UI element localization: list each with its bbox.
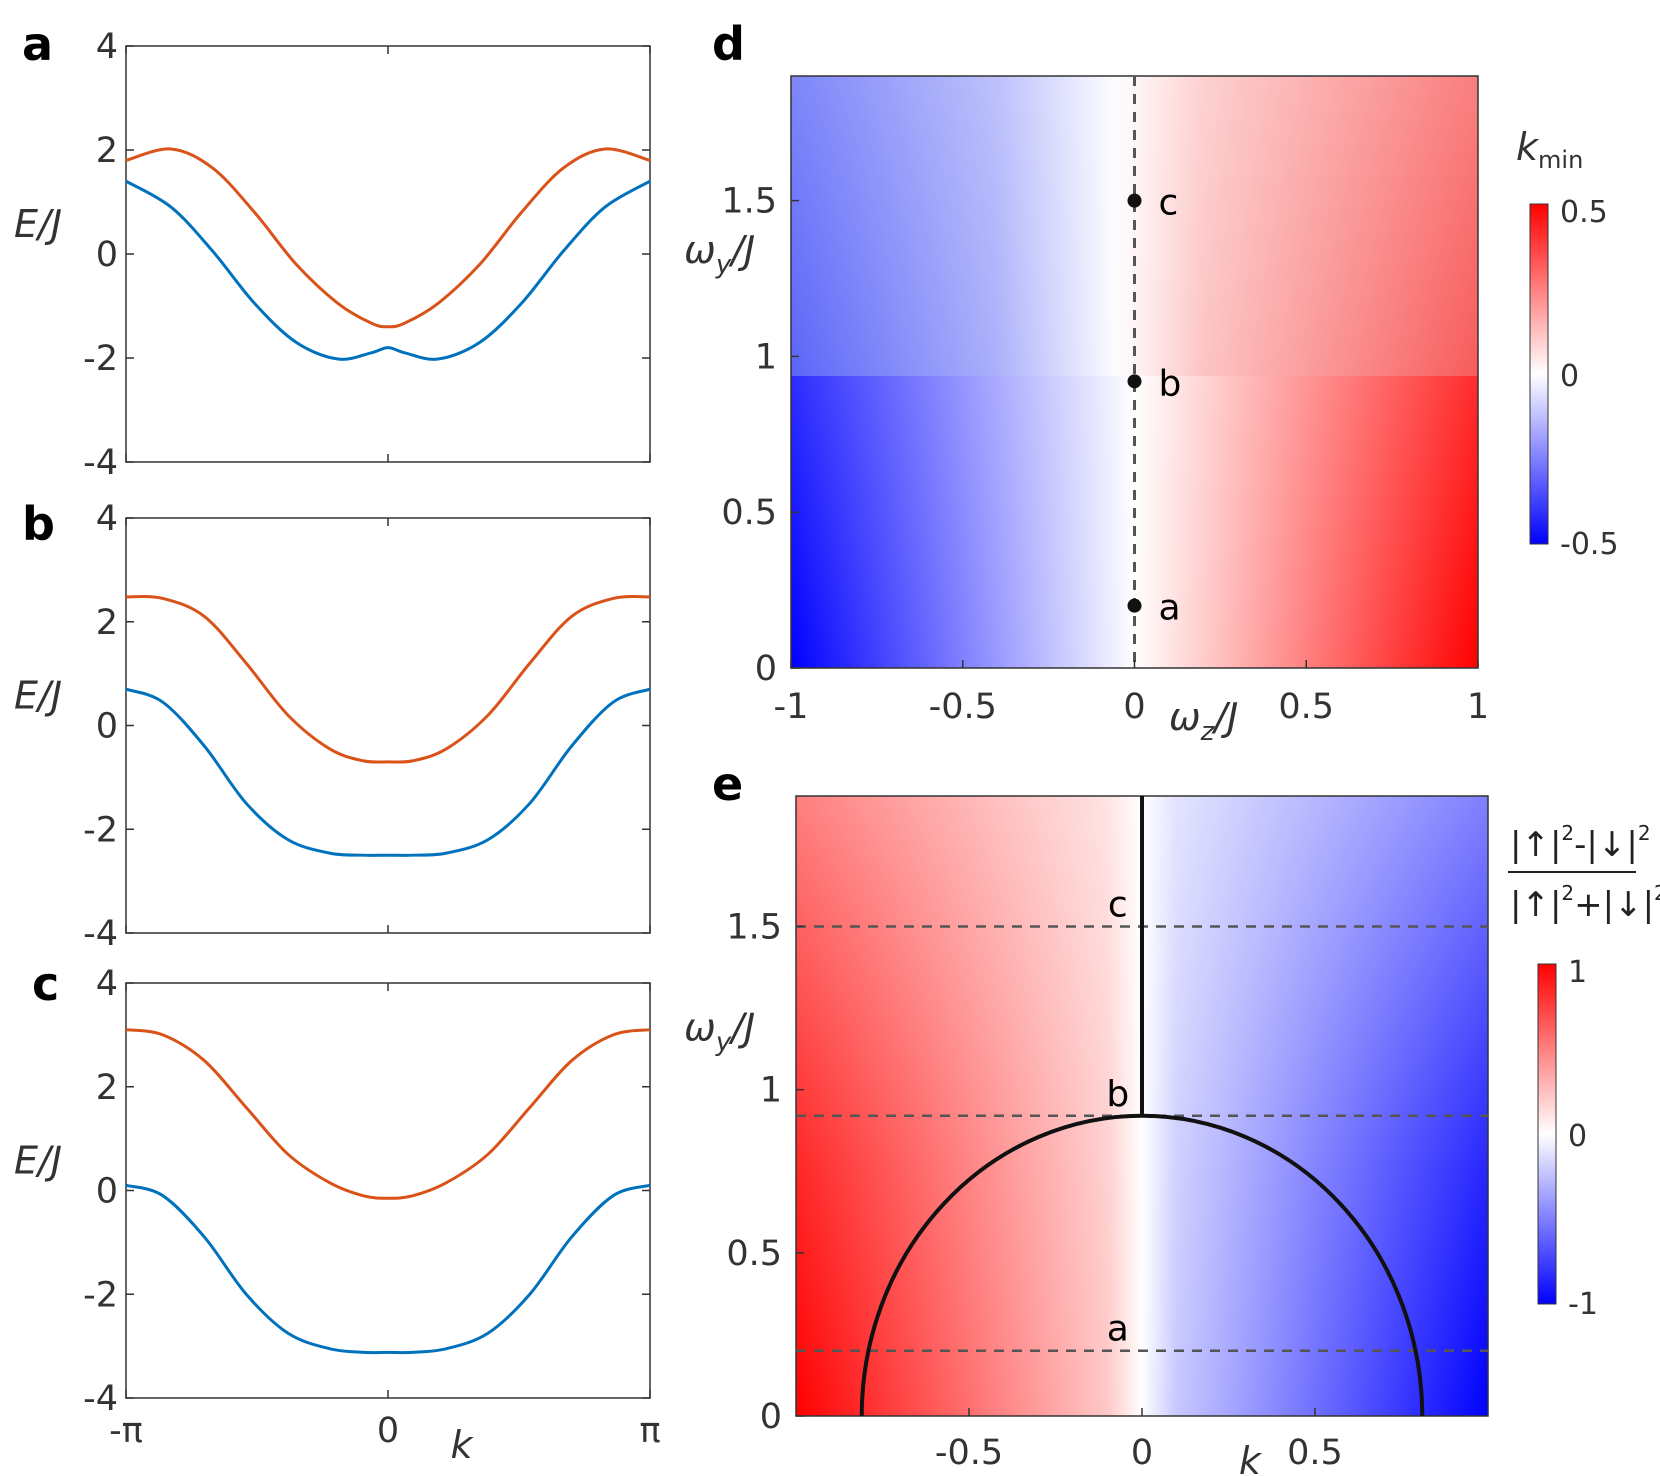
xtick-label: 0.5: [1287, 1433, 1343, 1473]
ytick-label: 0: [96, 235, 118, 275]
colorbar-e-den-op: +: [1574, 885, 1603, 925]
ytick-label: -4: [83, 914, 118, 954]
colorbar-e-tick-mid: 0: [1568, 1119, 1587, 1154]
level-label-a: a: [1107, 1309, 1129, 1350]
ytick-label: 2: [96, 1068, 118, 1108]
ytick-label: 0: [96, 1172, 118, 1212]
panel-c: 4 2 0 -2 -4 E/J -π 0 π k: [14, 964, 661, 1467]
ytick-label: -2: [83, 1275, 118, 1315]
ylabel: ωy/J: [684, 228, 755, 280]
ytick-label: 4: [96, 499, 118, 539]
colorbar-e-den-up: |↑|: [1510, 885, 1561, 925]
ytick-label: 0: [760, 1397, 782, 1437]
ylabel: E/J: [14, 202, 62, 246]
xtick-label: -0.5: [929, 687, 997, 727]
xtick-label: π: [639, 1411, 660, 1451]
series-line-1: [125, 1183, 651, 1355]
colorbar-e-title-numerator: |↑|2-|↓|2: [1510, 821, 1651, 865]
panel-label-b: b: [22, 497, 55, 551]
colorbar-e-den-down: |↓|: [1603, 885, 1654, 925]
colorbar-e-num-sq1: 2: [1561, 821, 1574, 845]
point-c: [1127, 193, 1142, 208]
xtick-label: 0: [1131, 1433, 1153, 1473]
colorbar-d-tick-mid: 0: [1560, 359, 1579, 394]
xlabel: k: [1239, 1439, 1263, 1476]
series-line-0: [125, 1028, 651, 1200]
panel-a: 4 2 0 -2 -4 E/J: [14, 27, 651, 483]
ytick-label: 2: [96, 131, 118, 171]
colorbar-e: |↑|2-|↓|2 |↑|2+|↓|2 1 0 -1: [1508, 821, 1660, 1322]
panel-label-e: e: [712, 757, 743, 811]
ytick-label: -4: [83, 1379, 118, 1419]
ytick-label: 2: [96, 603, 118, 643]
colorbar-e-den-sq2: 2: [1654, 881, 1660, 905]
colorbar-d-title-k: k: [1516, 125, 1540, 169]
colorbar-e-num-sq2: 2: [1638, 821, 1651, 845]
panel-d-overlay: -1 -0.5 0 0.5 1 0 0.5 1 1.5 ωz/J ωy/J a b c: [684, 76, 1489, 747]
ytick-label: 1: [755, 337, 777, 377]
xtick-label: -0.5: [935, 1433, 1003, 1473]
ytick-label: 0: [755, 649, 777, 689]
ytick-label: 0.5: [726, 1234, 782, 1274]
colorbar-d: kmin 0.5 0 -0.5: [1516, 125, 1619, 562]
colorbar-d-title: kmin: [1516, 125, 1583, 174]
colorbar-e-tick-bottom: -1: [1568, 1287, 1598, 1322]
colorbar-e-tick-top: 1: [1568, 955, 1587, 990]
ylabel: E/J: [14, 673, 62, 717]
ytick-label: 0: [96, 707, 118, 747]
series-line-1: [125, 179, 651, 361]
xtick-label: -π: [109, 1411, 143, 1451]
panel-label-a: a: [22, 17, 53, 71]
colorbar-d-tick-bottom: -0.5: [1560, 527, 1619, 562]
series-line-0: [125, 594, 651, 764]
axes-frame: [125, 45, 651, 463]
colorbar-d-tick-top: 0.5: [1560, 195, 1608, 230]
level-label-b: b: [1106, 1074, 1129, 1115]
xtick-label: 0: [377, 1411, 399, 1451]
series-line-1: [125, 687, 651, 857]
point-label-b: b: [1159, 363, 1182, 404]
axes-frame: [125, 517, 651, 934]
colorbar-d-title-sub: min: [1538, 146, 1583, 174]
ytick-label: 1.5: [726, 908, 782, 948]
ytick-label: -2: [83, 810, 118, 850]
ylabel: ωy/J: [684, 1006, 755, 1058]
xtick-label: 0: [1123, 687, 1145, 727]
ytick-label: -4: [83, 443, 118, 483]
ylabel: E/J: [14, 1138, 62, 1182]
panel-label-c: c: [32, 957, 59, 1011]
ytick-label: 0.5: [721, 493, 777, 533]
point-label-a: a: [1159, 588, 1181, 629]
colorbar-e-den-sq1: 2: [1561, 881, 1574, 905]
xtick-label: -1: [774, 687, 809, 727]
xlabel: ωz/J: [1169, 695, 1239, 747]
xtick-label: 1: [1467, 687, 1489, 727]
colorbar-e-num-down: |↓|: [1586, 825, 1637, 865]
point-label-c: c: [1159, 183, 1179, 224]
panel-label-d: d: [712, 17, 745, 71]
colorbar-e-num-op: -: [1574, 825, 1586, 865]
axes-frame: [125, 982, 651, 1399]
xlabel: k: [451, 1423, 475, 1467]
ytick-label: 4: [96, 964, 118, 1004]
colorbar-d-bar: [1529, 203, 1549, 545]
colorbar-e-num-up: |↑|: [1510, 825, 1561, 865]
panel-e-overlay: a b c -0.5 0 0.5 0 0.5 1 1.5 k ωy/J: [684, 796, 1488, 1476]
ytick-label: 1: [760, 1071, 782, 1111]
point-b: [1127, 374, 1142, 389]
xtick-label: 0.5: [1278, 687, 1334, 727]
ytick-label: 1.5: [721, 182, 777, 222]
colorbar-e-title-denominator: |↑|2+|↓|2: [1510, 881, 1660, 925]
colorbar-e-bar: [1537, 963, 1557, 1305]
series-line-0: [125, 147, 651, 329]
ytick-label: -2: [83, 339, 118, 379]
point-a: [1127, 598, 1142, 613]
panel-b: 4 2 0 -2 -4 E/J: [14, 499, 651, 954]
ytick-label: 4: [96, 27, 118, 67]
level-label-c: c: [1108, 885, 1128, 926]
